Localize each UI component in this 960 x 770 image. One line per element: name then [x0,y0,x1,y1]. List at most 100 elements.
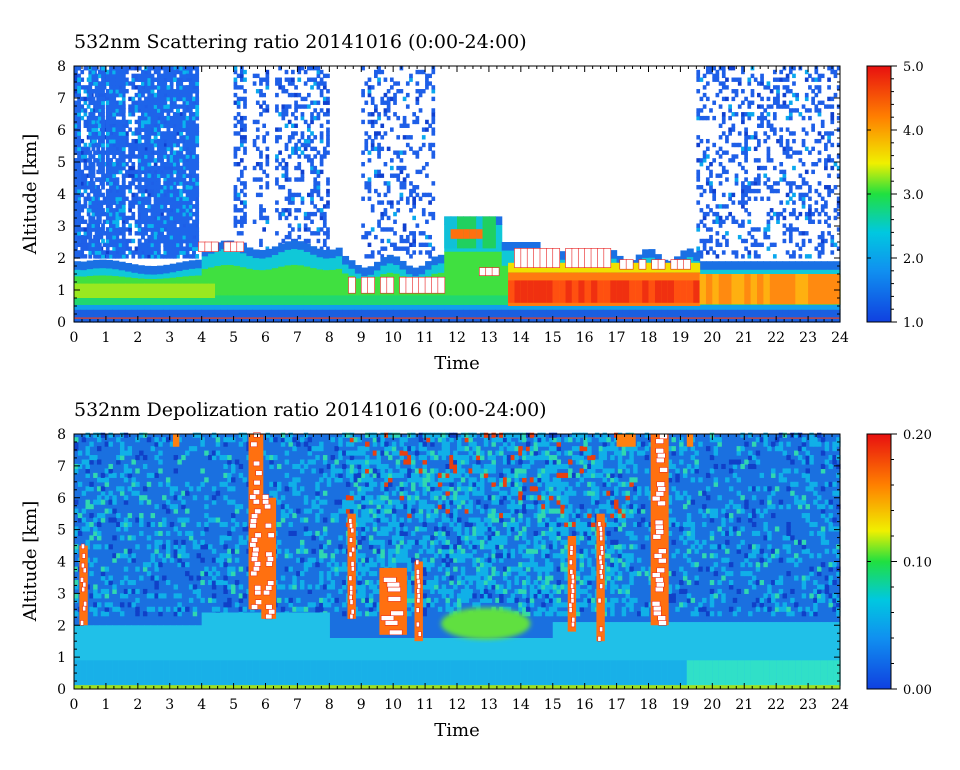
data-cell [322,309,330,323]
data-cell [105,259,113,269]
data-cell [88,254,93,259]
data-cell [297,162,302,167]
data-cell [105,196,110,202]
data-cell [233,223,238,228]
data-cell [396,200,401,205]
data-cell [91,77,96,82]
data-cell [121,204,126,209]
data-cell [195,192,200,198]
data-cell [163,104,168,109]
data-cell [176,85,180,90]
data-cell [97,96,102,102]
data-cell [827,304,835,310]
data-cell [182,188,187,194]
data-cell [399,246,404,251]
data-cell [156,204,161,209]
data-cell [169,204,174,209]
data-cell [342,263,350,274]
data-cell [105,250,110,255]
data-cell [383,108,388,113]
data-cell [316,294,324,305]
data-cell [546,309,554,323]
data-cell [109,119,113,125]
data-cell [163,204,168,209]
data-cell [788,89,793,94]
data-cell [176,250,180,255]
data-cell [779,138,784,144]
data-cell [383,227,388,232]
data-cell [121,196,126,202]
data-cell [101,69,105,75]
data-cell [118,192,123,198]
data-cell [354,277,362,296]
data-cell [750,274,758,305]
data-cell [105,192,110,198]
data-cell [383,92,388,98]
data-cell [118,211,123,217]
data-cell [788,238,793,244]
data-cell [699,238,704,244]
data-cell [141,196,145,201]
data-cell [188,283,196,298]
data-cell [239,215,244,221]
data-cell [418,69,423,75]
data-cell [179,158,184,163]
data-cell [77,92,81,98]
data-cell [265,181,270,186]
x-tick-label: 3 [165,330,174,346]
data-cell [747,100,752,105]
data-cell [118,154,123,159]
data-cell [265,146,270,152]
data-cell [367,196,372,201]
data-cell [121,158,126,163]
data-cell [176,131,180,136]
data-cell [118,92,123,98]
data-cell [144,250,149,255]
data-cell [153,246,158,251]
data-cell [115,204,120,209]
data-cell [319,69,324,75]
data-cell [297,66,302,71]
data-cell [112,246,117,251]
data-cell [744,261,752,270]
data-cell [188,158,193,163]
data-cell [188,154,193,159]
data-cell [172,77,177,82]
data-cell [188,238,193,244]
data-cell [91,154,96,159]
data-cell [246,309,254,323]
data-cell [125,196,129,201]
data-cell [118,242,123,248]
data-cell [798,150,803,155]
data-cell [163,208,168,213]
data-cell [827,215,831,221]
data-cell [820,119,825,125]
data-cell [820,123,825,128]
data-cell [153,219,158,225]
data-cell [109,112,113,117]
data-cell [820,100,825,105]
data-cell [757,115,761,121]
data-cell [374,294,381,305]
data-cell [182,146,187,152]
data-cell [80,85,85,90]
data-cell [118,150,123,155]
data-cell [310,138,314,144]
data-cell [830,104,835,109]
data-cell [239,138,244,144]
data-cell [776,89,780,94]
data-cell [804,77,809,82]
data-cell [101,254,105,259]
data-cell [731,200,736,205]
data-cell [779,200,784,205]
data-cell [97,250,102,255]
data-cell [402,165,407,171]
data-cell [131,215,136,221]
data-cell [836,173,841,178]
data-cell [195,242,200,248]
data-cell [176,123,180,129]
data-cell [112,169,117,175]
data-cell [348,294,356,305]
data-cell [236,100,241,105]
data-cell [820,208,825,213]
